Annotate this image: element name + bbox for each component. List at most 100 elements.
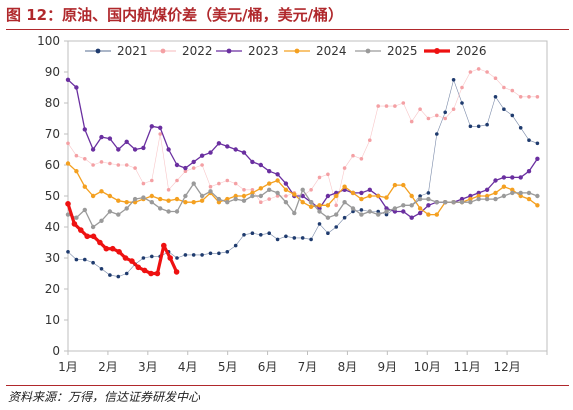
data-point-2021 <box>334 225 339 229</box>
data-point-2024 <box>292 192 297 197</box>
legend-item-2021: 2021 <box>85 44 148 58</box>
y-tick-label: 40 <box>45 220 60 234</box>
x-tick-label: 8月 <box>338 360 358 374</box>
data-point-2022 <box>91 163 95 167</box>
data-point-2025 <box>401 203 406 208</box>
data-point-2025 <box>199 193 205 199</box>
data-point-2023 <box>116 147 121 152</box>
data-point-2021 <box>124 271 129 276</box>
data-point-2021 <box>208 251 213 256</box>
data-point-2024 <box>392 182 398 188</box>
data-point-2023 <box>90 147 96 152</box>
data-point-2025 <box>476 196 481 202</box>
data-point-2021 <box>91 260 95 265</box>
data-point-2023 <box>183 165 188 171</box>
data-point-2023 <box>267 169 272 174</box>
y-tick-label: 70 <box>45 127 60 141</box>
data-point-2023 <box>158 125 163 130</box>
data-point-2022 <box>208 184 213 189</box>
figure-title: 图 12：原油、国内航煤价差（美元/桶，美元/桶） <box>6 6 344 24</box>
data-point-2024 <box>250 190 255 196</box>
data-point-2021 <box>418 194 422 198</box>
data-point-2022 <box>384 104 389 108</box>
data-point-2024 <box>225 196 230 202</box>
data-point-2025 <box>250 193 255 199</box>
data-point-2021 <box>342 215 347 220</box>
data-point-2022 <box>502 85 506 90</box>
data-point-2021 <box>275 237 280 242</box>
data-point-2022 <box>200 163 204 167</box>
data-point-2023 <box>216 141 222 146</box>
data-point-2024 <box>468 196 473 202</box>
data-point-2021 <box>99 267 104 271</box>
data-point-2023 <box>250 159 255 165</box>
data-point-2025 <box>82 207 88 213</box>
data-point-2023 <box>476 190 481 196</box>
data-point-2021 <box>83 257 87 262</box>
y-tick-label: 60 <box>45 158 60 172</box>
data-point-2024 <box>350 190 356 196</box>
data-point-2021 <box>116 274 121 279</box>
data-point-2023 <box>174 162 180 168</box>
data-point-2023 <box>526 169 532 174</box>
chart-canvas: 0 10 20 30 40 50 60 70 80 90 100 1月 2月 3月 4月 5月 6月 7月 8月 9月… <box>37 34 548 374</box>
data-point-2022 <box>267 197 272 201</box>
data-point-2025 <box>367 209 372 214</box>
data-point-2023 <box>384 206 389 211</box>
data-point-2022 <box>175 178 179 183</box>
data-point-2025 <box>292 210 297 216</box>
data-point-2022 <box>191 166 196 170</box>
data-point-2022 <box>259 200 263 204</box>
data-point-2025 <box>208 189 213 194</box>
data-point-2024 <box>65 161 71 166</box>
data-point-2024 <box>493 190 498 196</box>
data-point-2021 <box>376 209 381 214</box>
data-point-2023 <box>501 175 507 180</box>
series-2023 <box>65 77 540 220</box>
data-point-2023 <box>241 150 247 155</box>
data-point-2026 <box>97 239 103 246</box>
data-point-2024 <box>367 193 372 199</box>
legend-item-2023: 2023 <box>216 44 279 58</box>
data-point-2023 <box>417 210 423 216</box>
data-point-2022 <box>309 188 313 192</box>
data-point-2025 <box>258 193 263 199</box>
data-point-2022 <box>124 163 129 167</box>
data-point-2025 <box>65 212 71 217</box>
x-tick-label: 5月 <box>218 360 238 374</box>
source-note: 资料来源：万得，信达证券研发中心 <box>8 390 201 404</box>
data-point-2023 <box>124 139 129 144</box>
data-point-2021 <box>451 78 456 82</box>
data-point-2024 <box>82 184 88 189</box>
legend-label: 2023 <box>248 44 279 58</box>
data-point-2025 <box>451 200 456 205</box>
x-tick-label: 9月 <box>378 360 398 374</box>
data-point-2022 <box>476 67 481 71</box>
data-point-2026 <box>103 245 110 252</box>
data-point-2023 <box>468 193 473 199</box>
data-point-2024 <box>166 198 171 203</box>
data-point-2021 <box>74 257 79 262</box>
data-point-2025 <box>459 200 465 205</box>
data-point-2025 <box>417 196 423 202</box>
x-tick-label: 10月 <box>414 360 441 374</box>
data-point-2023 <box>484 187 490 192</box>
data-point-2025 <box>317 209 322 214</box>
data-point-2026 <box>129 258 135 264</box>
data-point-2022 <box>242 188 246 192</box>
data-point-2022 <box>83 157 87 161</box>
data-point-2024 <box>308 204 314 209</box>
data-point-2022 <box>359 157 364 161</box>
data-point-2021 <box>527 138 531 142</box>
data-point-2021 <box>225 250 230 254</box>
x-tick-label: 7月 <box>298 360 318 374</box>
data-point-2023 <box>132 147 138 152</box>
data-point-2026 <box>109 245 116 252</box>
data-point-2021 <box>426 191 431 195</box>
data-point-2025 <box>183 193 188 199</box>
data-point-2023 <box>283 181 289 186</box>
data-point-2021 <box>150 254 154 259</box>
data-point-2025 <box>325 215 331 220</box>
data-point-2023 <box>208 150 213 155</box>
legend-swatch-marker <box>95 48 101 54</box>
